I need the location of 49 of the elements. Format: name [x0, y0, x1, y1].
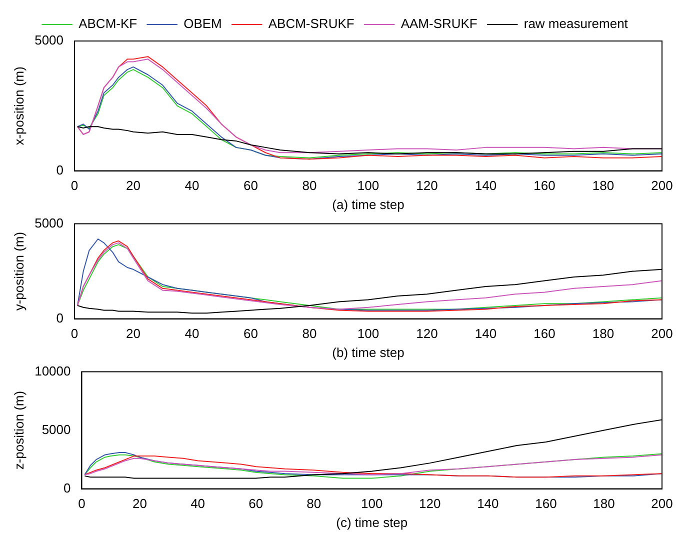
y-tick-label: 0 [64, 480, 71, 496]
x-tick-label: 100 [357, 326, 380, 342]
x-tick-label: 120 [419, 496, 441, 512]
y-axis-title: z-position (m) [11, 390, 26, 470]
y-tick-label: 5000 [42, 422, 71, 437]
x-tick-label: 40 [184, 326, 200, 342]
x-tick-label: 140 [477, 496, 499, 512]
y-tick-label: 0 [56, 310, 64, 326]
y-tick-label: 0 [56, 162, 64, 178]
x-tick-label: 160 [534, 326, 556, 342]
x-tick-label: 120 [416, 178, 438, 194]
x-tick-label: 20 [126, 178, 140, 194]
x-axis-title: (c) time step [336, 514, 408, 530]
y-tick-label: 5000 [34, 32, 64, 48]
x-tick-label: 200 [651, 496, 673, 512]
x-tick-label: 140 [474, 178, 497, 194]
x-tick-label: 0 [78, 496, 86, 512]
legend-label: raw measurement [524, 16, 628, 32]
x-tick-label: 100 [361, 496, 383, 512]
x-tick-label: 80 [302, 178, 317, 194]
x-tick-label: 120 [416, 326, 438, 342]
x-tick-label: 60 [244, 326, 258, 342]
x-tick-label: 100 [357, 178, 380, 194]
legend-label: ABCM-KF [78, 16, 138, 32]
x-tick-label: 40 [184, 178, 200, 194]
x-tick-label: 180 [593, 496, 615, 512]
x-tick-label: 20 [132, 496, 148, 512]
x-axis-title: (a) time step [332, 196, 404, 212]
x-tick-label: 180 [592, 178, 614, 194]
x-axis-title: (b) time step [332, 344, 404, 360]
x-tick-label: 160 [534, 178, 556, 194]
legend-label: ABCM-SRUKF [268, 16, 354, 32]
legend-label: OBEM [184, 16, 222, 32]
x-tick-label: 60 [248, 496, 264, 512]
y-tick-label: 10000 [34, 363, 71, 378]
x-tick-label: 80 [306, 496, 322, 512]
x-tick-label: 180 [592, 326, 614, 342]
x-tick-label: 40 [190, 496, 206, 512]
x-tick-label: 60 [244, 178, 258, 194]
y-tick-label: 5000 [34, 215, 64, 230]
x-tick-label: 80 [302, 326, 317, 342]
legend-label: AAM-SRUKF [400, 16, 478, 32]
x-tick-label: 160 [535, 496, 557, 512]
y-axis-title: y-position (m) [11, 232, 26, 311]
x-tick-label: 200 [651, 178, 673, 194]
x-tick-label: 200 [651, 326, 673, 342]
x-tick-label: 140 [474, 326, 497, 342]
x-tick-label: 20 [126, 326, 140, 342]
y-axis-title: x-position (m) [11, 66, 26, 146]
